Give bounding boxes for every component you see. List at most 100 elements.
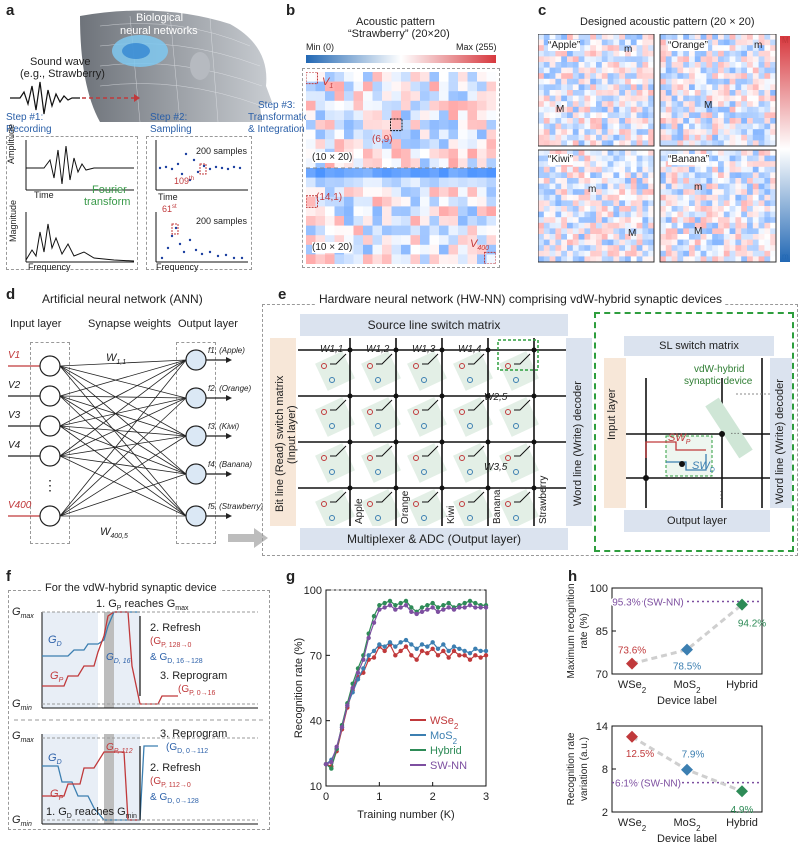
pattern-cell	[665, 140, 672, 147]
heatmap-cell	[325, 177, 335, 188]
pattern-cell	[764, 45, 771, 52]
pattern-cell	[572, 129, 579, 136]
pattern-cell	[648, 194, 655, 201]
pattern-cell	[630, 256, 637, 263]
pattern-cell	[578, 90, 585, 96]
pattern-cell	[747, 172, 754, 179]
w11-label: W1,1	[106, 352, 127, 367]
heatmap-cell	[363, 110, 373, 121]
pattern-cell	[572, 118, 579, 124]
data-point	[371, 655, 377, 660]
pattern-cell	[648, 178, 655, 184]
pattern-cell	[677, 34, 684, 40]
pattern-cell	[584, 134, 591, 141]
heatmap-cell	[382, 168, 392, 178]
heatmap-cell	[391, 235, 402, 246]
pattern-cell	[747, 39, 754, 46]
pattern-cell	[660, 222, 667, 229]
pattern-cell	[770, 150, 777, 156]
pattern-cell	[578, 123, 585, 130]
heatmap-cell	[315, 254, 326, 264]
pattern-cell	[677, 140, 684, 147]
pattern-cell	[619, 56, 626, 63]
pattern-cell	[590, 166, 597, 173]
pattern-cell	[689, 217, 696, 224]
heatmap-cell	[467, 158, 478, 169]
heatmap-cell	[420, 168, 430, 178]
ann-edge	[59, 473, 187, 517]
pattern-cell	[712, 189, 719, 196]
x-tick-label: WSe2	[618, 679, 647, 695]
pattern-cell	[561, 172, 568, 179]
pattern-cell	[694, 101, 701, 108]
svg-text:⋮: ⋮	[716, 490, 726, 501]
pattern-cell	[630, 101, 637, 108]
pattern-cell	[660, 45, 667, 52]
pattern-cell	[561, 78, 568, 85]
pattern-cell	[683, 234, 690, 240]
pattern-cell	[735, 84, 742, 91]
weight-label: W1,2	[366, 344, 390, 355]
pattern-cell	[660, 106, 667, 113]
pattern-cell	[561, 234, 568, 240]
pattern-cell	[596, 84, 603, 91]
pattern-cell	[578, 222, 585, 229]
pattern-cell	[700, 239, 707, 246]
pattern-cell	[694, 234, 701, 240]
pattern-cell	[555, 78, 562, 85]
pattern-cell	[665, 256, 672, 263]
pattern-cell	[561, 217, 568, 224]
colorbar-min: Min (0)	[306, 42, 335, 52]
apple-max: M	[556, 104, 565, 115]
heatmap-cell	[363, 206, 373, 217]
time-label-2: Time	[158, 192, 178, 202]
pattern-cell	[561, 134, 568, 141]
gd-top: GD	[48, 634, 62, 649]
data-point	[473, 600, 478, 606]
colorbar-c-min: m	[782, 252, 789, 261]
heatmap-cell	[372, 254, 383, 264]
heatmap-cell	[363, 235, 373, 246]
pattern-cell	[764, 228, 771, 235]
pattern-cell	[642, 39, 649, 46]
pattern-cell	[613, 211, 620, 218]
x-tick-label: MoS2	[673, 679, 701, 695]
heatmap-cell	[334, 168, 345, 178]
pattern-cell	[665, 194, 672, 201]
zoom-input-layer	[604, 358, 626, 508]
heatmap-cell	[353, 177, 364, 188]
pattern-cell	[590, 73, 597, 80]
pattern-cell	[590, 39, 597, 46]
device-line	[422, 353, 439, 365]
pattern-cell	[735, 256, 742, 263]
data-point	[393, 607, 398, 612]
pattern-cell	[636, 90, 643, 96]
pattern-cell	[538, 118, 545, 124]
pattern-cell	[665, 134, 672, 141]
value-label: 73.6%	[618, 646, 646, 657]
data-point	[393, 653, 398, 658]
gp112-bottom: GP, 112	[106, 742, 133, 755]
gmin-top: Gmin	[12, 698, 32, 713]
heatmap-cell	[439, 206, 449, 217]
pattern-cell	[543, 106, 550, 113]
pattern-cell	[723, 134, 730, 141]
pattern-cell	[712, 50, 719, 57]
pattern-cell	[735, 183, 742, 190]
data-point	[446, 605, 451, 610]
pattern-cell	[741, 245, 748, 252]
colorbar-c	[780, 36, 790, 262]
heatmap-cell	[486, 254, 496, 264]
pattern-cell	[572, 73, 579, 80]
pattern-cell	[596, 67, 603, 74]
heatmap-cell	[325, 81, 335, 92]
pattern-cell	[729, 129, 736, 136]
heatmap-cell	[344, 139, 354, 150]
pattern-cell	[735, 95, 742, 102]
pattern-cell	[538, 166, 545, 173]
device-p	[321, 455, 327, 461]
pattern-cell	[619, 178, 626, 184]
pattern-cell	[683, 90, 690, 96]
pattern-cell	[665, 84, 672, 91]
heatmap-cell	[477, 206, 487, 217]
